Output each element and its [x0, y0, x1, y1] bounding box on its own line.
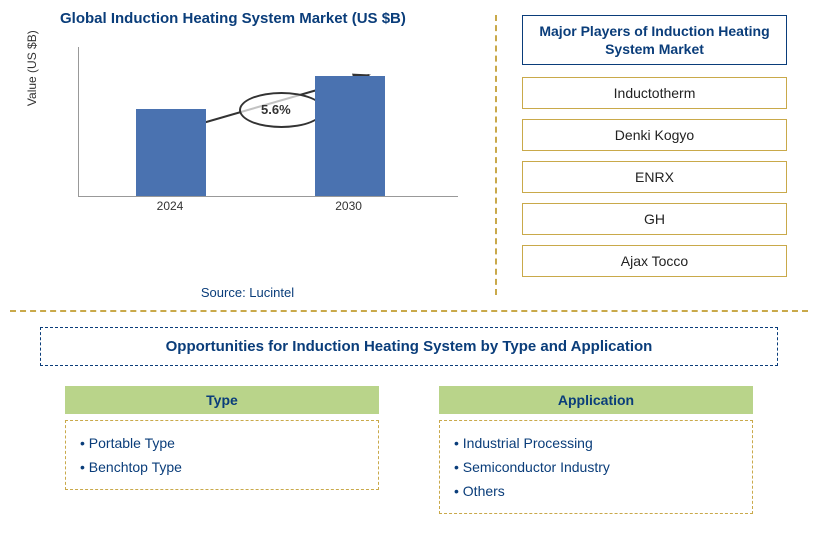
list-item: Benchtop Type	[80, 455, 364, 479]
player-box: Ajax Tocco	[522, 245, 787, 277]
column-header: Application	[439, 386, 753, 414]
bar-2030	[315, 76, 385, 196]
list-item: Portable Type	[80, 431, 364, 455]
player-box: Denki Kogyo	[522, 119, 787, 151]
chart-panel: Global Induction Heating System Market (…	[0, 0, 495, 310]
major-players-panel: Major Players of Induction Heating Syste…	[497, 0, 812, 310]
x-axis-labels: 2024 2030	[78, 199, 458, 219]
growth-rate-label: 5.6%	[261, 102, 291, 117]
column-body: Portable TypeBenchtop Type	[65, 420, 379, 490]
player-box: GH	[522, 203, 787, 235]
list-item: Others	[454, 479, 738, 503]
column-header: Type	[65, 386, 379, 414]
list-item: Semiconductor Industry	[454, 455, 738, 479]
chart-title: Global Induction Heating System Market (…	[60, 10, 475, 27]
column-body: Industrial ProcessingSemiconductor Indus…	[439, 420, 753, 514]
x-label-2030: 2030	[314, 199, 384, 213]
player-box: ENRX	[522, 161, 787, 193]
opportunities-columns: Type Portable TypeBenchtop Type Applicatio…	[40, 386, 778, 514]
y-axis-label: Value (US $B)	[25, 30, 39, 106]
bar-2024	[136, 109, 206, 196]
opportunity-column: Application Industrial ProcessingSemicond…	[439, 386, 753, 514]
top-section: Global Induction Heating System Market (…	[0, 0, 818, 310]
opportunities-title: Opportunities for Induction Heating Syst…	[40, 327, 778, 366]
list-item: Industrial Processing	[454, 431, 738, 455]
source-attribution: Source: Lucintel	[0, 285, 495, 300]
chart-plot: 5.6%	[78, 47, 458, 197]
major-players-title: Major Players of Induction Heating Syste…	[522, 15, 787, 65]
opportunities-section: Opportunities for Induction Heating Syst…	[0, 312, 818, 514]
x-label-2024: 2024	[135, 199, 205, 213]
player-box: Inductotherm	[522, 77, 787, 109]
opportunity-column: Type Portable TypeBenchtop Type	[65, 386, 379, 514]
chart-area: Value (US $B) 5.6% 20242030	[60, 47, 480, 227]
